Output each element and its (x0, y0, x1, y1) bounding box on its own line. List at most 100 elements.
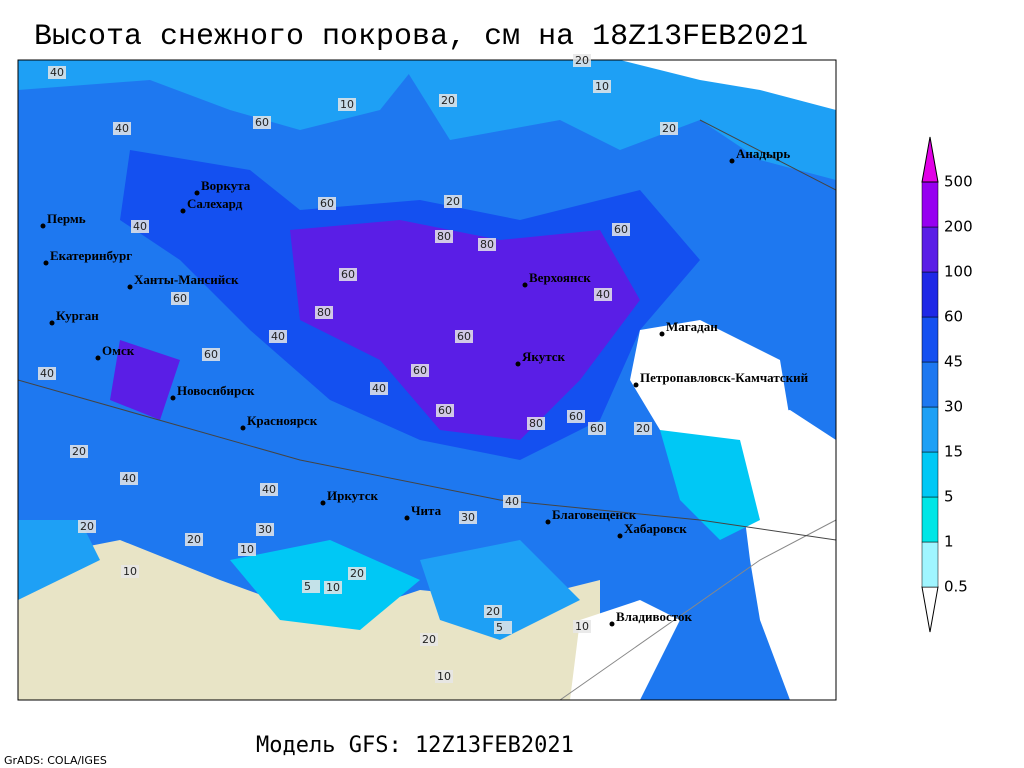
contour-label: 10 (240, 543, 254, 556)
contour-label-bg (253, 116, 271, 129)
colorbar-label: 0.5 (944, 578, 968, 596)
colorbar-bin (921, 226, 939, 273)
city-label: Пермь (47, 211, 86, 226)
contour-label: 30 (461, 511, 475, 524)
contour-label: 60 (590, 422, 604, 435)
contour-label: 80 (529, 417, 543, 430)
colorbar-bin (921, 316, 939, 363)
colorbar-label: 15 (944, 443, 963, 461)
title: Высота снежного покрова, см на 18Z13FEB2… (34, 20, 808, 54)
contour-label-bg (593, 80, 611, 93)
colorbar-low (921, 586, 939, 633)
city-label: Хабаровск (624, 521, 687, 536)
city-dot (617, 533, 623, 539)
city-label: Ханты-Мансийск (134, 272, 239, 287)
city-dot (320, 500, 326, 506)
colorbar-bin (921, 406, 939, 453)
contour-label: 5 (496, 621, 503, 634)
contour-label: 20 (636, 422, 650, 435)
city-label: Чита (411, 503, 442, 518)
contour-label-bg (269, 330, 287, 343)
city-label: Верхоянск (529, 270, 591, 285)
city-label: Екатеринбург (50, 248, 132, 263)
credit: GrADS: COLA/IGES (4, 754, 107, 767)
city-dot (49, 320, 55, 326)
contour-label-bg (573, 620, 591, 633)
contour-label-bg (503, 495, 521, 508)
city-dot (180, 208, 186, 214)
contour-label: 40 (122, 472, 136, 485)
city-dot (170, 395, 176, 401)
contour-label: 60 (173, 292, 187, 305)
contour-label: 60 (569, 410, 583, 423)
colorbar-label: 200 (944, 218, 973, 236)
city-label: Новосибирск (177, 383, 255, 398)
colorbar-label: 30 (944, 398, 963, 416)
contour-label-bg (455, 330, 473, 343)
colorbar-bin (921, 361, 939, 408)
colorbar-bin (921, 541, 939, 588)
city-label: Омск (102, 343, 135, 358)
city-dot (194, 190, 200, 196)
colorbar-bin (921, 271, 939, 318)
city-dot (633, 382, 639, 388)
contour-label: 10 (340, 98, 354, 111)
contour-label: 20 (72, 445, 86, 458)
contour-label: 80 (480, 238, 494, 251)
contour-label: 60 (614, 223, 628, 236)
contour-label: 60 (413, 364, 427, 377)
contour-label-bg (435, 230, 453, 243)
city-label: Салехард (187, 196, 243, 211)
map-labels: АнадырьВоркутаСалехардПермьЕкатеринбургХ… (38, 54, 809, 683)
contour-label: 30 (258, 523, 272, 536)
city-label: Петропавловск-Камчатский (640, 370, 809, 385)
city-dot (43, 260, 49, 266)
contour-label: 40 (133, 220, 147, 233)
contour-label: 10 (575, 620, 589, 633)
contour-label-bg (260, 483, 278, 496)
contour-label-bg (439, 94, 457, 107)
contour-label-bg (121, 565, 139, 578)
city-dot (545, 519, 551, 525)
contour-label: 60 (255, 116, 269, 129)
contour-label: 40 (115, 122, 129, 135)
colorbar-bin (921, 496, 939, 543)
city-dot (522, 282, 528, 288)
colorbar-label: 45 (944, 353, 963, 371)
contour-label-bg (38, 367, 56, 380)
city-dot (40, 223, 46, 229)
contour-label-bg (660, 122, 678, 135)
contour-label: 40 (271, 330, 285, 343)
contour-label: 40 (40, 367, 54, 380)
city-dot (127, 284, 133, 290)
contour-label-bg (573, 54, 591, 67)
contour-label: 40 (50, 66, 64, 79)
contour-label-bg (420, 633, 438, 646)
city-dot (609, 621, 615, 627)
contour-label-bg (324, 581, 342, 594)
contour-label-bg (435, 670, 453, 683)
city-dot (729, 158, 735, 164)
contour-label-bg (131, 220, 149, 233)
city-dot (404, 515, 410, 521)
contour-label: 10 (595, 80, 609, 93)
contour-label-bg (48, 66, 66, 79)
city-dot (515, 361, 521, 367)
contour-label: 40 (262, 483, 276, 496)
contour-label: 20 (446, 195, 460, 208)
contour-label: 10 (437, 670, 451, 683)
contour-label-bg (484, 605, 502, 618)
contour-label-bg (302, 580, 320, 593)
contour-label: 60 (457, 330, 471, 343)
contour-label-bg (444, 195, 462, 208)
contour-label-bg (348, 567, 366, 580)
contour-label: 10 (326, 581, 340, 594)
contour-label-bg (494, 621, 512, 634)
city-label: Красноярск (247, 413, 318, 428)
contour-label-bg (411, 364, 429, 377)
contour-label-bg (256, 523, 274, 536)
colorbar-label: 100 (944, 263, 973, 281)
contour-label: 20 (80, 520, 94, 533)
